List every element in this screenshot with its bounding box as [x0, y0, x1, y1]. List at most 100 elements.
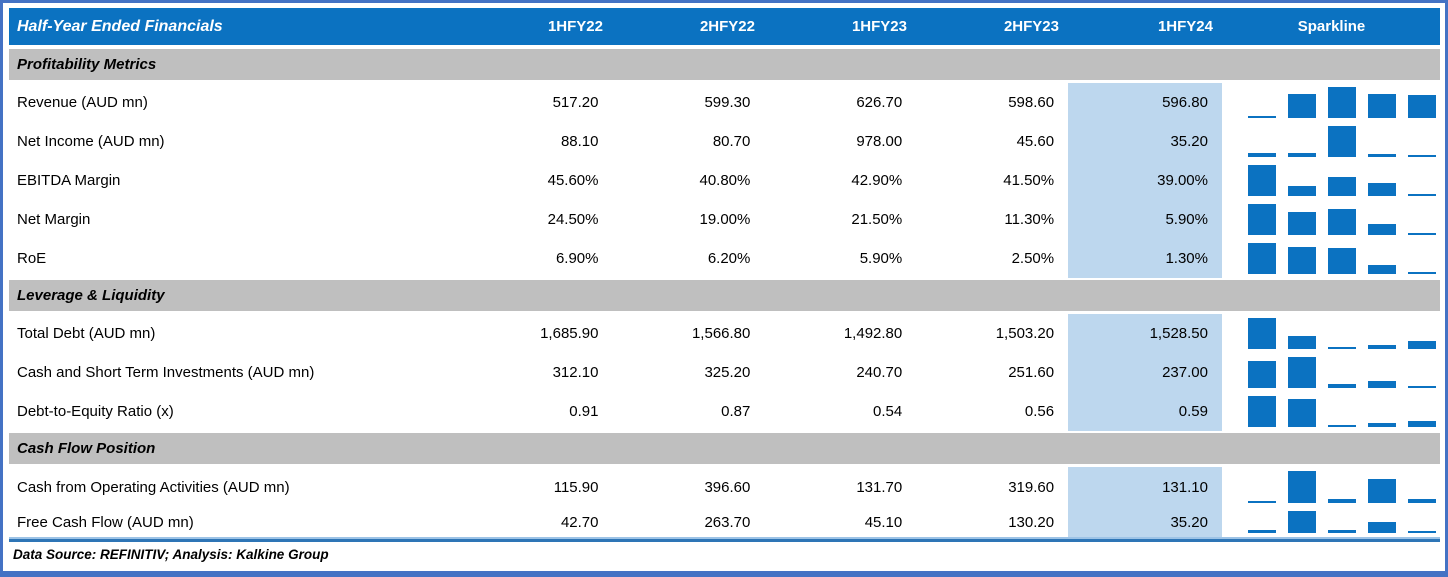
sparkline-bar	[1327, 126, 1356, 157]
row-label: Total Debt (AUD mn)	[17, 325, 156, 342]
sparkline-bar	[1247, 396, 1276, 427]
value-cell: 21.50%	[851, 211, 903, 228]
value-cell: 0.56	[1024, 403, 1055, 420]
sparkline-bar	[1327, 208, 1356, 235]
value-cell-current: 35.20	[1068, 122, 1222, 161]
sparkline-bar	[1407, 420, 1436, 427]
sparkline-bar	[1327, 498, 1356, 503]
sparkline-bar	[1407, 498, 1436, 503]
table-row-net-margin: Net Margin 24.50% 19.00% 21.50% 11.30% 5…	[9, 200, 1440, 239]
value-cell: 40.80%	[699, 172, 751, 189]
sparkline-chart	[1222, 200, 1440, 239]
sparkline-chart	[1222, 392, 1440, 431]
sparkline-bar	[1247, 500, 1276, 503]
value-cell-current: 35.20	[1068, 507, 1222, 537]
sparkline-bar	[1287, 399, 1316, 427]
sparkline-bar	[1287, 471, 1316, 503]
sparkline-chart	[1222, 314, 1440, 353]
sparkline-bar	[1287, 185, 1316, 196]
sparkline-bar	[1287, 94, 1316, 118]
sparkline-chart	[1222, 83, 1440, 122]
value-cell: 599.30	[704, 94, 751, 111]
value-cell: 325.20	[704, 364, 751, 381]
sparkline-bar	[1327, 424, 1356, 427]
value-cell: 131.70	[856, 478, 903, 496]
footer-separator-dark	[9, 539, 1440, 542]
value-cell: 0.54	[873, 403, 903, 420]
column-header-2hfy22: 2HFY22	[699, 18, 755, 35]
sparkline-bar	[1327, 529, 1356, 533]
value-cell: 11.30%	[1004, 211, 1055, 228]
section-header-cash-flow: Cash Flow Position	[9, 431, 1440, 467]
value-cell: 1,503.20	[995, 325, 1055, 342]
sparkline-bar	[1407, 385, 1436, 388]
sparkline-bar	[1367, 265, 1396, 274]
sparkline-bar	[1407, 193, 1436, 196]
value-cell-current: 596.80	[1068, 83, 1222, 122]
value-cell-current: 39.00%	[1068, 161, 1222, 200]
value-cell: 42.70	[560, 513, 599, 531]
row-label: Debt-to-Equity Ratio (x)	[17, 403, 174, 420]
sparkline-bar	[1247, 165, 1276, 196]
sparkline-bar	[1247, 243, 1276, 274]
sparkline-chart	[1222, 122, 1440, 161]
row-label: RoE	[17, 250, 47, 267]
table-row-roe: RoE 6.90% 6.20% 5.90% 2.50% 1.30%	[9, 239, 1440, 278]
sparkline-bar	[1327, 176, 1356, 196]
sparkline-bar	[1287, 357, 1316, 388]
sparkline-bar	[1287, 212, 1316, 235]
table-row-total-debt: Total Debt (AUD mn) 1,685.90 1,566.80 1,…	[9, 314, 1440, 353]
sparkline-bar	[1407, 530, 1436, 533]
table-row-fcf: Free Cash Flow (AUD mn) 42.70 263.70 45.…	[9, 507, 1440, 537]
value-cell-current: 131.10	[1068, 467, 1222, 507]
value-cell: 319.60	[1008, 478, 1055, 496]
value-cell: 2.50%	[1011, 250, 1055, 267]
sparkline-bar	[1247, 318, 1276, 349]
value-cell: 80.70	[712, 133, 751, 150]
sparkline-bar	[1247, 115, 1276, 118]
value-cell: 41.50%	[1003, 172, 1055, 189]
value-cell: 88.10	[560, 133, 599, 150]
sparkline-bar	[1327, 384, 1356, 388]
row-label: Cash from Operating Activities (AUD mn)	[17, 478, 290, 496]
row-label: Cash and Short Term Investments (AUD mn)	[17, 364, 315, 381]
value-cell: 598.60	[1008, 94, 1055, 111]
value-cell: 0.87	[721, 403, 751, 420]
sparkline-bar	[1287, 335, 1316, 349]
sparkline-bar	[1247, 152, 1276, 157]
value-cell: 45.60	[1016, 133, 1055, 150]
sparkline-bar	[1367, 423, 1396, 427]
value-cell: 1,566.80	[691, 325, 751, 342]
sparkline-bar	[1287, 511, 1316, 533]
section-header-leverage: Leverage & Liquidity	[9, 278, 1440, 314]
sparkline-bar	[1247, 361, 1276, 388]
row-label: Revenue (AUD mn)	[17, 94, 148, 111]
value-cell: 130.20	[1008, 513, 1055, 531]
sparkline-bar	[1407, 232, 1436, 235]
footer-separator-light	[9, 537, 1440, 539]
value-cell: 626.70	[856, 94, 903, 111]
value-cell: 24.50%	[547, 211, 599, 228]
row-label: EBITDA Margin	[17, 172, 121, 189]
sparkline-bar	[1327, 87, 1356, 118]
table-row-revenue: Revenue (AUD mn) 517.20 599.30 626.70 59…	[9, 83, 1440, 122]
value-cell: 251.60	[1008, 364, 1055, 381]
value-cell: 263.70	[704, 513, 751, 531]
sparkline-bar	[1287, 153, 1316, 157]
sparkline-bar	[1367, 522, 1396, 533]
value-cell: 19.00%	[699, 211, 751, 228]
column-header-sparkline: Sparkline	[1297, 18, 1366, 35]
value-cell: 45.60%	[547, 172, 599, 189]
sparkline-chart	[1222, 161, 1440, 200]
sparkline-bar	[1407, 154, 1436, 157]
value-cell: 5.90%	[859, 250, 903, 267]
sparkline-bar	[1247, 204, 1276, 235]
table-header-row: Half-Year Ended Financials 1HFY22 2HFY22…	[9, 8, 1440, 47]
sparkline-chart	[1222, 507, 1440, 537]
table-row-debt-to-equity: Debt-to-Equity Ratio (x) 0.91 0.87 0.54 …	[9, 392, 1440, 431]
sparkline-bar	[1287, 246, 1316, 274]
row-label: Net Income (AUD mn)	[17, 133, 165, 150]
sparkline-bar	[1247, 529, 1276, 533]
row-label: Free Cash Flow (AUD mn)	[17, 513, 194, 531]
